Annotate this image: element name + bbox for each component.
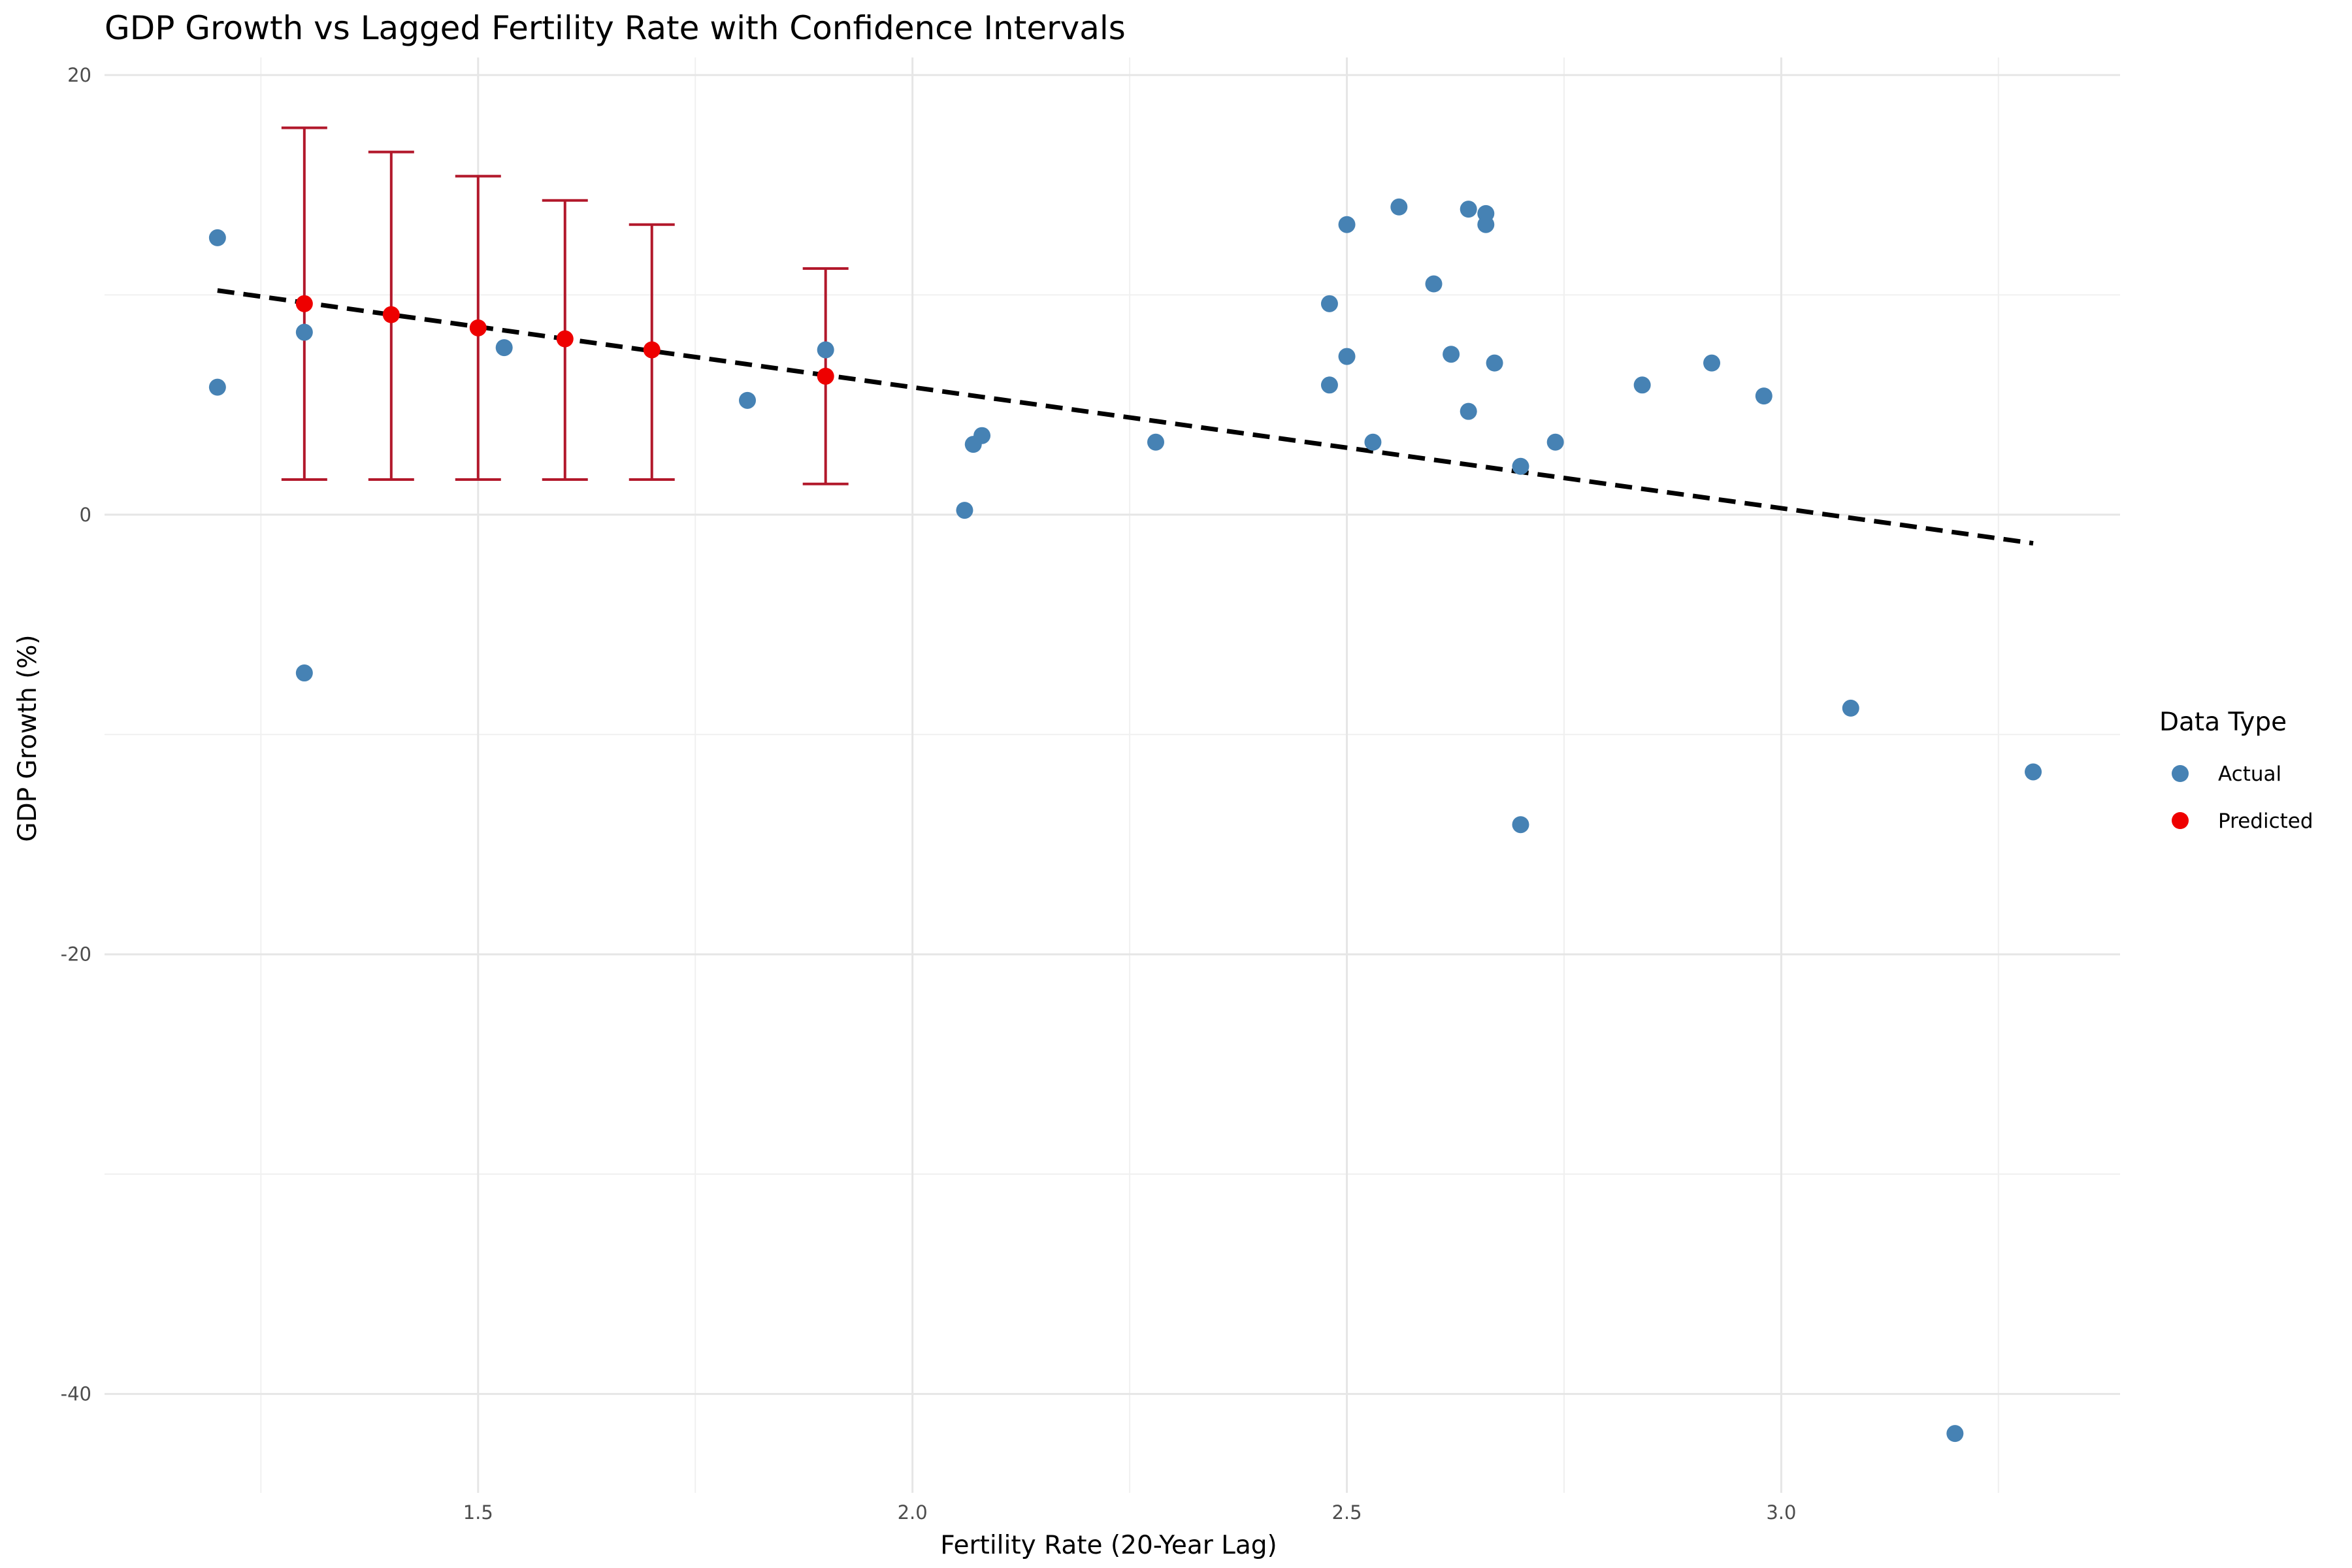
actual-point xyxy=(817,341,834,359)
actual-point xyxy=(739,391,757,409)
predicted-point xyxy=(556,330,574,348)
legend-swatch xyxy=(2172,812,2189,829)
predicted-point xyxy=(817,367,834,385)
legend-entry: Actual xyxy=(2172,762,2281,786)
actual-point xyxy=(1390,198,1408,216)
actual-point xyxy=(1486,354,1503,372)
actual-point xyxy=(1338,216,1356,233)
y-tick-label: -40 xyxy=(61,1383,91,1405)
actual-point xyxy=(2025,763,2042,781)
actual-point xyxy=(1364,433,1382,451)
y-axis-title: GDP Growth (%) xyxy=(13,634,42,841)
y-tick-label: 20 xyxy=(67,64,91,86)
points-layer xyxy=(208,198,2042,1443)
actual-point xyxy=(1443,346,1460,363)
y-tick-label: 0 xyxy=(80,504,91,526)
actual-point xyxy=(208,378,226,396)
actual-point xyxy=(1842,699,1859,717)
predicted-point xyxy=(469,319,487,336)
trend-layer xyxy=(217,288,2034,546)
actual-point xyxy=(208,229,226,246)
actual-point xyxy=(956,502,973,519)
actual-point xyxy=(1460,201,1477,218)
legend-title: Data Type xyxy=(2159,708,2287,737)
y-tick-label: -20 xyxy=(61,943,91,966)
actual-point xyxy=(1320,295,1338,312)
actual-point xyxy=(1477,216,1495,233)
actual-point xyxy=(1460,402,1477,420)
legend-label: Actual xyxy=(2218,762,2281,786)
x-tick-label: 2.0 xyxy=(898,1501,928,1524)
trend-line xyxy=(217,288,2034,546)
legend-entries: Actual Predicted xyxy=(2172,762,2313,833)
legend-label: Predicted xyxy=(2218,809,2313,833)
chart-title: GDP Growth vs Lagged Fertility Rate with… xyxy=(105,9,1126,47)
actual-point xyxy=(1425,275,1443,293)
actual-point xyxy=(1147,433,1164,451)
actual-point xyxy=(1320,376,1338,394)
actual-point xyxy=(495,339,513,357)
actual-point xyxy=(295,323,313,341)
x-tick-label: 3.0 xyxy=(1766,1501,1796,1524)
actual-point xyxy=(1512,816,1529,834)
actual-point xyxy=(1946,1425,1964,1443)
x-tick-label: 2.5 xyxy=(1331,1501,1362,1524)
predicted-point xyxy=(643,341,661,359)
tick-label-layer: 1.5 2.0 2.5 3.0 20 0 -20 -40 xyxy=(61,64,1797,1524)
grid-layer xyxy=(105,57,2120,1493)
actual-point xyxy=(1633,376,1651,394)
predicted-point xyxy=(382,306,400,323)
actual-point xyxy=(973,427,991,444)
legend: Data Type Actual Predicted xyxy=(2159,708,2313,833)
x-tick-label: 1.5 xyxy=(463,1501,493,1524)
predicted-point xyxy=(295,295,313,312)
actual-point xyxy=(1703,354,1721,372)
actual-point xyxy=(1512,457,1529,475)
actual-point xyxy=(1338,348,1356,365)
actual-point xyxy=(1755,387,1772,405)
legend-swatch xyxy=(2172,765,2189,782)
actual-point xyxy=(295,664,313,682)
x-axis-title: Fertility Rate (20-Year Lag) xyxy=(940,1531,1277,1560)
legend-entry: Predicted xyxy=(2172,809,2313,833)
actual-point xyxy=(1546,433,1564,451)
